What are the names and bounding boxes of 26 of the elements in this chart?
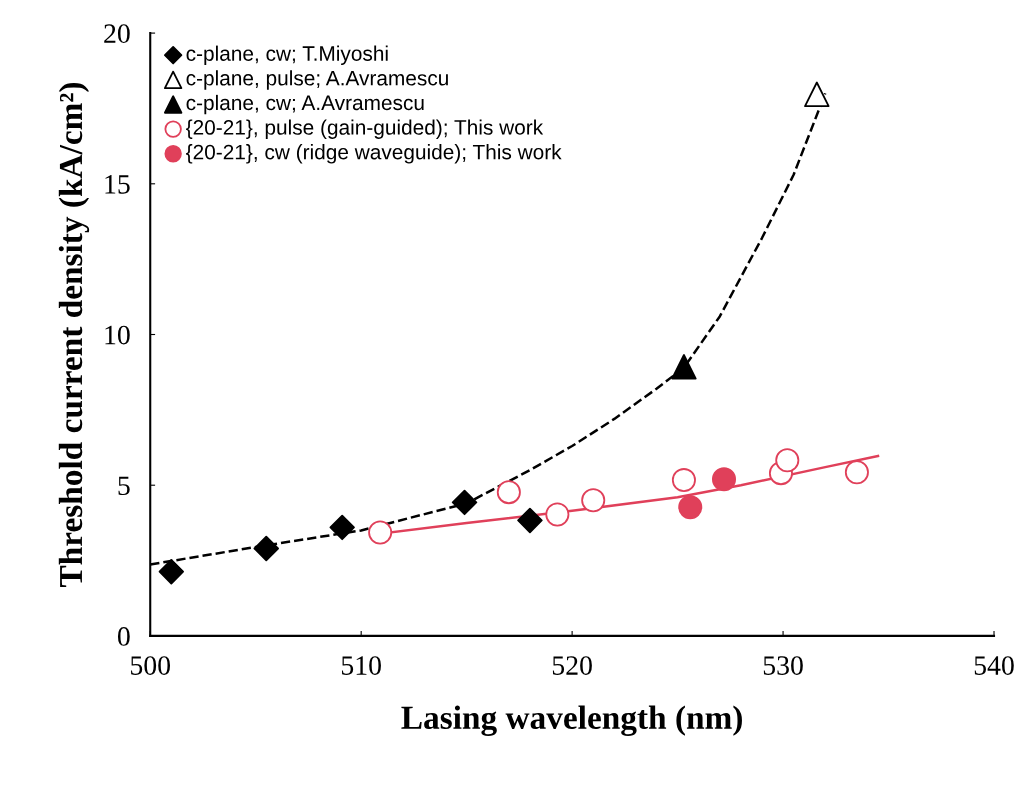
point: [517, 507, 543, 534]
y-tick-label: 10: [105, 325, 130, 345]
point: [678, 495, 703, 520]
point: [804, 81, 830, 107]
y-tick-label: 20: [104, 24, 130, 44]
legend-label: c-plane, cw; T.Miyoshi: [186, 45, 388, 66]
point: [329, 514, 355, 541]
point: [451, 489, 478, 516]
point: [671, 354, 697, 380]
y-tick-label: 0: [117, 627, 130, 646]
legend-label: {20-21}, cw (ridge waveguide); This work: [186, 144, 562, 164]
point: [253, 535, 279, 562]
point: [711, 467, 737, 492]
legend-label: c-plane, pulse; A.Avramescu: [186, 70, 448, 90]
y-axis-title: Threshold current density (kA/cm²): [58, 82, 90, 587]
x-tick-label: 540: [974, 656, 1014, 675]
y-tick-label: 5: [118, 476, 130, 496]
legend-label: {20-21}, pulse (gain-guided); This work: [186, 119, 544, 139]
point: [158, 559, 185, 585]
y-tick-label: 15: [105, 175, 130, 194]
x-tick-label: 510: [341, 656, 381, 675]
x-tick-label: 530: [763, 656, 803, 675]
x-axis-title: Lasing wavelength (nm): [401, 705, 742, 737]
legend-label: c-plane, cw; A.Avramescu: [186, 94, 424, 115]
x-tick-label: 520: [552, 656, 592, 675]
x-tick-label: 500: [131, 656, 171, 675]
